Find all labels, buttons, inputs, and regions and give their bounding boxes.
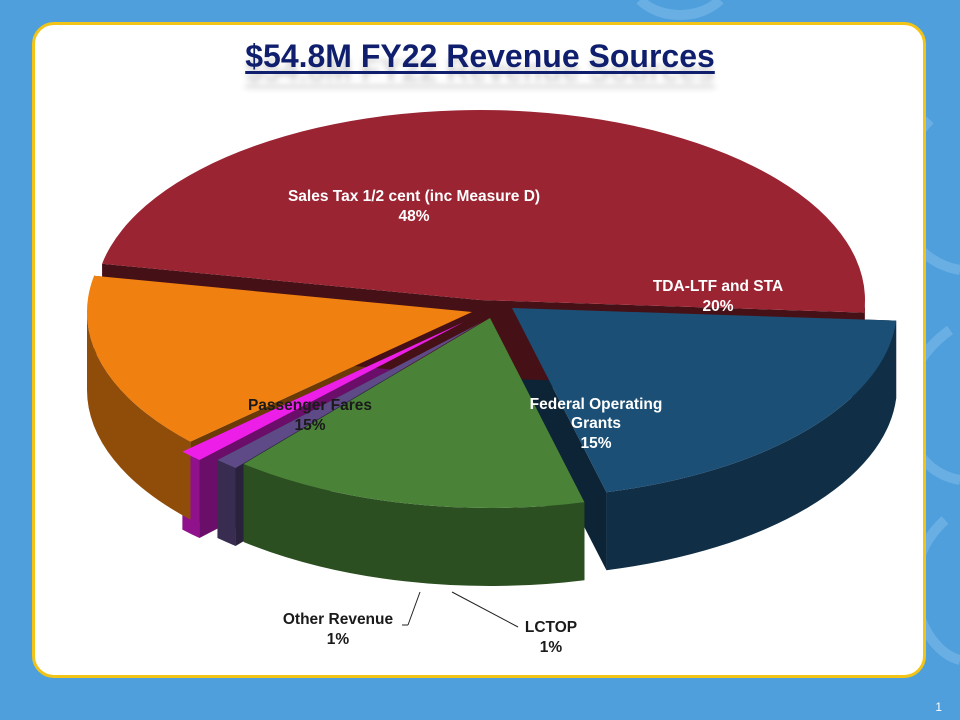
- page-number: 1: [935, 700, 942, 714]
- pie-slice-4: [182, 322, 464, 461]
- pie-side-5-0: [87, 312, 191, 520]
- pie-side-2-0: [243, 463, 585, 586]
- label-passenger-fares: Passenger Fares: [248, 397, 372, 414]
- pie-slice-1: [512, 308, 897, 493]
- label-federal-line2: Grants: [571, 415, 621, 432]
- value-other-revenue: 1%: [327, 631, 350, 648]
- value-federal: 15%: [580, 435, 611, 452]
- label-sales-tax: Sales Tax 1/2 cent (inc Measure D): [288, 188, 540, 205]
- pie-slice-3: [217, 322, 482, 468]
- leader-line-other: [407, 591, 421, 626]
- chart-title: $54.8M FY22 Revenue Sources: [245, 38, 715, 74]
- pie-side-3-0: [217, 460, 236, 546]
- label-federal-line1: Federal Operating: [530, 396, 663, 413]
- value-passenger-fares: 15%: [294, 417, 325, 434]
- pie-slice-5: [87, 275, 472, 442]
- pie-slice-2: [243, 318, 585, 508]
- leader-line-lctop: [451, 591, 519, 628]
- value-tda: 20%: [702, 298, 733, 315]
- pie-side-1-0: [606, 320, 897, 571]
- pie-slice-0: [102, 109, 866, 313]
- pie-tops: [87, 109, 897, 508]
- value-lctop: 1%: [540, 639, 563, 656]
- label-other-revenue: Other Revenue: [283, 611, 394, 628]
- label-lctop: LCTOP: [525, 619, 577, 636]
- label-tda: TDA-LTF and STA: [653, 278, 783, 295]
- value-sales-tax: 48%: [398, 208, 429, 225]
